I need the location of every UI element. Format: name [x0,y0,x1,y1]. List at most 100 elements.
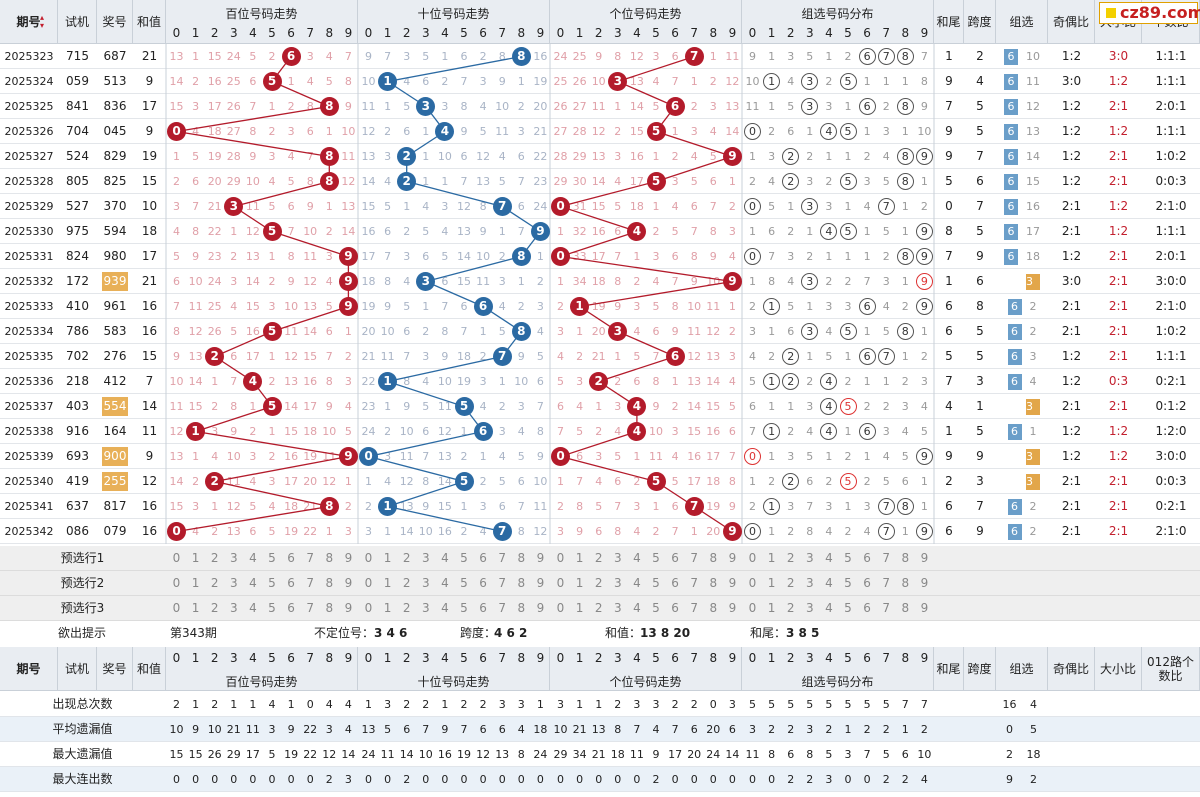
preselect-digit[interactable]: 4 [249,551,257,565]
preselect-digit[interactable]: 4 [825,601,833,615]
preselect-digit[interactable]: 0 [172,551,181,565]
site-logo[interactable]: cz89.com [1099,2,1200,24]
preselect-row[interactable]: 预选行3 0 1 2 3 4 5 6 7 8 9 0 1 2 3 4 5 6 7 8 9 0 1 2 3 4 5 6 7 8 9 0 1 2 3 4 5… [0,596,1200,621]
preselect-digit[interactable]: 3 [613,601,622,615]
preselect-digit[interactable]: 4 [249,576,257,590]
sort-arrows-icon[interactable]: ▴▾ [40,13,45,30]
preselect-digit[interactable]: 9 [728,551,737,565]
preselect-digit[interactable]: 1 [575,576,584,590]
preselect-digit[interactable]: 0 [556,551,565,565]
header-issue[interactable]: 期号 [0,0,58,44]
preselect-digit[interactable]: 3 [613,576,622,590]
preselect-digit[interactable]: 1 [767,576,776,590]
preselect-digit[interactable]: 9 [920,551,929,565]
header-issue[interactable]: 期号 [0,647,58,691]
preselect-digit[interactable]: 2 [210,576,219,590]
preselect-digit[interactable]: 7 [690,551,698,565]
preselect-digit[interactable]: 3 [805,551,814,565]
preselect-digit[interactable]: 7 [882,576,890,590]
preselect-digit[interactable]: 5 [652,576,660,590]
preselect-digit[interactable]: 4 [633,551,641,565]
preselect-digit[interactable]: 0 [556,576,565,590]
preselect-digit[interactable]: 3 [229,601,238,615]
preselect-digit[interactable]: 6 [671,601,679,615]
preselect-digit[interactable]: 9 [920,601,929,615]
preselect-digit[interactable]: 8 [901,601,910,615]
preselect-row[interactable]: 预选行1 0 1 2 3 4 5 6 7 8 9 0 1 2 3 4 5 6 7 8 9 0 1 2 3 4 5 6 7 8 9 0 1 2 3 4 5… [0,546,1200,571]
preselect-digit[interactable]: 1 [767,551,776,565]
preselect-digit[interactable]: 4 [249,601,257,615]
preselect-digit[interactable]: 9 [728,601,737,615]
preselect-digit[interactable]: 1 [383,601,392,615]
preselect-digit[interactable]: 0 [748,551,757,565]
preselect-digit[interactable]: 2 [402,601,411,615]
preselect-digit[interactable]: 3 [421,601,430,615]
preselect-digit[interactable]: 6 [287,576,295,590]
preselect-digit[interactable]: 5 [844,576,852,590]
preselect-digit[interactable]: 8 [517,601,526,615]
preselect-digit[interactable]: 6 [479,576,487,590]
preselect-digit[interactable]: 2 [594,576,603,590]
preselect-digit[interactable]: 9 [344,601,353,615]
preselect-digit[interactable]: 2 [594,551,603,565]
preselect-digit[interactable]: 7 [690,576,698,590]
preselect-digit[interactable]: 9 [920,576,929,590]
preselect-digit[interactable]: 5 [268,601,276,615]
preselect-digit[interactable]: 2 [210,601,219,615]
preselect-digit[interactable]: 9 [344,576,353,590]
preselect-digit[interactable]: 3 [805,601,814,615]
preselect-row[interactable]: 预选行2 0 1 2 3 4 5 6 7 8 9 0 1 2 3 4 5 6 7 8 9 0 1 2 3 4 5 6 7 8 9 0 1 2 3 4 5… [0,571,1200,596]
preselect-digit[interactable]: 4 [825,551,833,565]
preselect-digit[interactable]: 3 [229,551,238,565]
preselect-digit[interactable]: 7 [498,551,506,565]
preselect-digit[interactable]: 8 [325,551,334,565]
preselect-digit[interactable]: 0 [748,601,757,615]
preselect-digit[interactable]: 8 [517,576,526,590]
preselect-digit[interactable]: 9 [536,576,545,590]
preselect-digit[interactable]: 5 [652,601,660,615]
preselect-digit[interactable]: 7 [498,601,506,615]
preselect-digit[interactable]: 1 [191,601,200,615]
preselect-digit[interactable]: 6 [863,551,871,565]
preselect-digit[interactable]: 1 [383,576,392,590]
preselect-digit[interactable]: 7 [306,551,314,565]
preselect-digit[interactable]: 3 [421,576,430,590]
preselect-digit[interactable]: 5 [460,551,468,565]
preselect-digit[interactable]: 7 [882,601,890,615]
preselect-digit[interactable]: 9 [536,601,545,615]
preselect-digit[interactable]: 7 [882,551,890,565]
preselect-digit[interactable]: 3 [421,551,430,565]
preselect-digit[interactable]: 0 [364,576,373,590]
preselect-digit[interactable]: 1 [575,551,584,565]
preselect-digit[interactable]: 4 [441,576,449,590]
preselect-digit[interactable]: 1 [767,601,776,615]
preselect-digit[interactable]: 6 [287,601,295,615]
preselect-digit[interactable]: 4 [633,576,641,590]
preselect-digit[interactable]: 7 [306,576,314,590]
preselect-digit[interactable]: 0 [748,576,757,590]
preselect-digit[interactable]: 5 [268,576,276,590]
preselect-digit[interactable]: 5 [844,601,852,615]
preselect-digit[interactable]: 1 [191,576,200,590]
preselect-digit[interactable]: 4 [825,576,833,590]
preselect-digit[interactable]: 8 [325,576,334,590]
preselect-digit[interactable]: 1 [191,551,200,565]
preselect-digit[interactable]: 0 [364,551,373,565]
preselect-digit[interactable]: 6 [671,551,679,565]
preselect-digit[interactable]: 3 [229,576,238,590]
preselect-digit[interactable]: 2 [402,551,411,565]
preselect-digit[interactable]: 7 [498,576,506,590]
preselect-digit[interactable]: 6 [863,601,871,615]
preselect-digit[interactable]: 0 [556,601,565,615]
preselect-digit[interactable]: 3 [613,551,622,565]
preselect-digit[interactable]: 3 [805,576,814,590]
preselect-digit[interactable]: 0 [364,601,373,615]
preselect-digit[interactable]: 8 [517,551,526,565]
preselect-digit[interactable]: 9 [344,551,353,565]
preselect-digit[interactable]: 6 [671,576,679,590]
preselect-digit[interactable]: 6 [479,551,487,565]
preselect-digit[interactable]: 4 [633,601,641,615]
preselect-digit[interactable]: 5 [268,551,276,565]
preselect-digit[interactable]: 6 [863,576,871,590]
preselect-digit[interactable]: 0 [172,576,181,590]
